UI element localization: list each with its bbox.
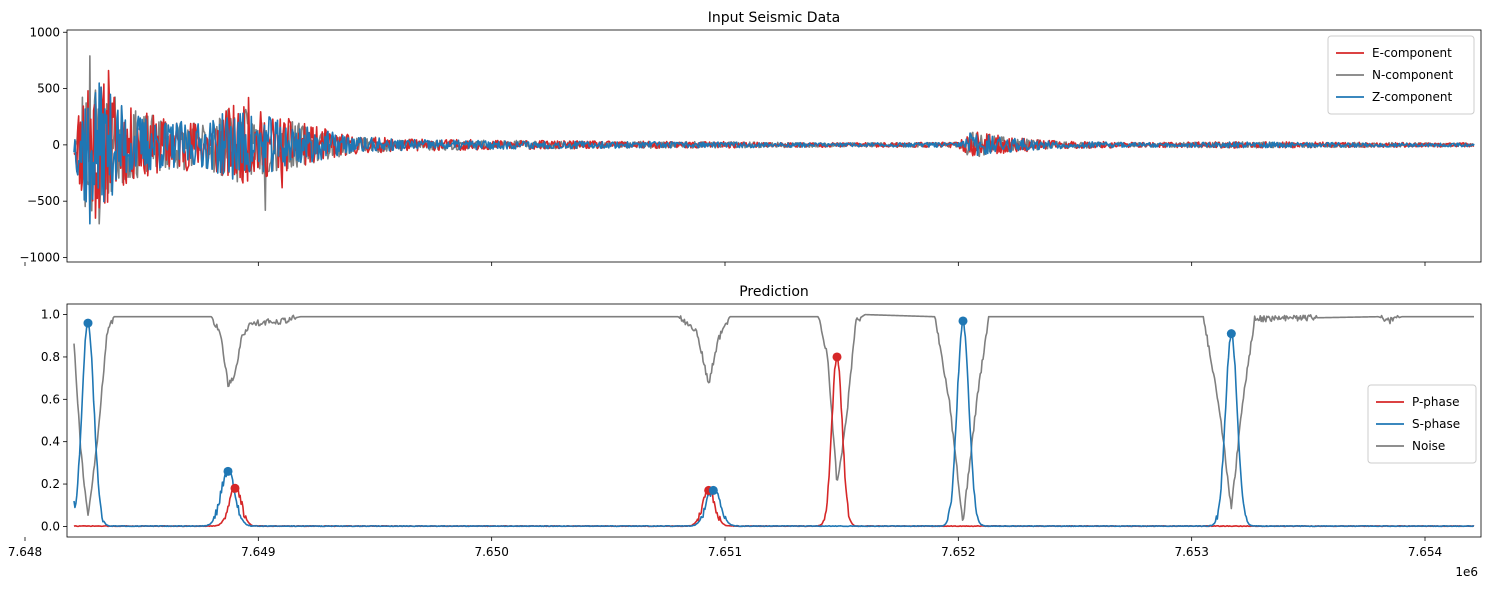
prediction-legend-label: Noise xyxy=(1412,439,1445,453)
pick-marker-s-phase xyxy=(223,466,233,476)
seismic-legend: E-component N-component Z-component xyxy=(1327,35,1475,115)
seismic-traces xyxy=(73,55,1475,225)
pick-marker-s-phase xyxy=(958,316,968,326)
prediction-ticks: 0.0 0.2 0.4 0.6 0.8 1.0 7.648 7.649 7.650 7.651 7.… xyxy=(8,308,1442,559)
prediction-series-noise xyxy=(73,313,1474,522)
pick-marker-p-phase xyxy=(832,352,842,362)
seismic-ytick-label: 0 xyxy=(52,138,60,152)
seismic-legend-label: E-component xyxy=(1372,46,1452,60)
prediction-xtick-label: 7.654 xyxy=(1408,545,1442,559)
prediction-ytick-label: 0.2 xyxy=(41,477,60,491)
prediction-series-s-phase xyxy=(73,316,1475,528)
prediction-ytick-label: 1.0 xyxy=(41,308,60,322)
prediction-xtick-label: 7.648 xyxy=(8,545,42,559)
seismic-legend-label: Z-component xyxy=(1372,90,1453,104)
prediction-panel: Prediction 0.0 0.2 0.4 0.6 0.8 1.0 7.648 7.649 7… xyxy=(8,284,1482,579)
seismic-ytick-label: −1000 xyxy=(19,250,60,264)
seismic-panel: Input Seismic Data 1000 500 0 −500 −1000 E-c… xyxy=(19,10,1482,266)
pick-marker-p-phase xyxy=(230,483,240,493)
prediction-xtick-label: 7.650 xyxy=(474,545,508,559)
prediction-title: Prediction xyxy=(739,284,809,300)
seismic-ticks: 1000 500 0 −500 −1000 xyxy=(19,25,1426,266)
prediction-ytick-label: 0.6 xyxy=(41,392,60,406)
prediction-legend-label: S-phase xyxy=(1412,417,1460,431)
prediction-xtick-label: 7.653 xyxy=(1174,545,1208,559)
prediction-ytick-label: 0.8 xyxy=(41,350,60,364)
seismic-ytick-label: 1000 xyxy=(29,25,60,39)
pick-marker-s-phase xyxy=(1226,329,1236,339)
x-offset-label: 1e6 xyxy=(1455,565,1478,579)
prediction-legend-label: P-phase xyxy=(1412,395,1460,409)
seismic-legend-box xyxy=(1327,35,1475,115)
seismic-ytick-label: −500 xyxy=(27,194,60,208)
prediction-axes-frame xyxy=(66,303,1482,538)
prediction-ytick-label: 0.0 xyxy=(41,519,60,533)
prediction-ytick-label: 0.4 xyxy=(41,435,60,449)
seismic-series-z-component xyxy=(73,82,1475,225)
seismic-legend-label: N-component xyxy=(1372,68,1453,82)
seismic-axes-frame xyxy=(66,29,1482,263)
prediction-xtick-label: 7.649 xyxy=(241,545,275,559)
seismic-title: Input Seismic Data xyxy=(708,10,841,26)
seismic-ytick-label: 500 xyxy=(37,82,60,96)
prediction-legend-box xyxy=(1367,384,1477,464)
prediction-legend: P-phase S-phase Noise xyxy=(1367,384,1477,464)
prediction-markers xyxy=(83,316,1236,495)
pick-marker-s-phase xyxy=(708,485,718,495)
pick-marker-s-phase xyxy=(83,318,93,328)
prediction-xtick-label: 7.652 xyxy=(941,545,975,559)
prediction-xtick-label: 7.651 xyxy=(708,545,742,559)
prediction-traces xyxy=(73,313,1475,528)
